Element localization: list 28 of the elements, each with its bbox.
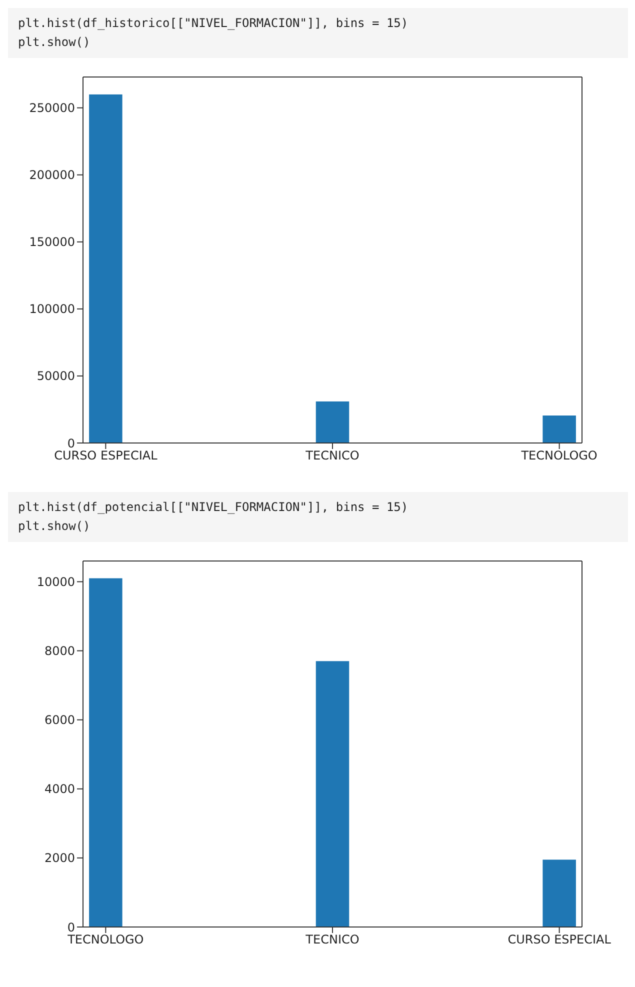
x-tick-label: TECNICO — [304, 932, 360, 947]
x-tick-label: TECNICO — [304, 448, 360, 463]
y-tick-label: 4000 — [44, 782, 75, 796]
bar — [542, 860, 576, 927]
y-tick-label: 50000 — [36, 369, 75, 384]
y-tick-label: 0 — [67, 920, 75, 934]
y-tick-label: 6000 — [44, 713, 75, 728]
text: plt.show() — [18, 34, 92, 51]
y-tick-label: 150000 — [29, 235, 75, 250]
bar — [316, 661, 350, 927]
y-tick-label: 100000 — [29, 302, 75, 316]
x-tick-label: CURSO ESPECIAL — [54, 448, 158, 463]
x-tick-label: TECNOLOGO — [66, 932, 144, 947]
bar — [89, 578, 122, 927]
y-tick-label: 10000 — [36, 574, 75, 589]
bar — [316, 401, 350, 443]
y-tick-label: 0 — [67, 436, 75, 450]
x-tick-label: CURSO ESPECIAL — [508, 932, 612, 947]
y-tick-label: 200000 — [29, 168, 75, 182]
bar — [542, 416, 576, 443]
text: plt.hist(df_potencial[["NIVEL_FORMACION"]], bins = 15) — [18, 499, 410, 516]
text: plt.show() — [18, 518, 92, 535]
y-tick-label: 8000 — [44, 644, 75, 658]
y-tick-label: 2000 — [44, 851, 75, 866]
text: plt.hist(df_historico[["NIVEL_FORMACION"]], bins = 15) — [18, 15, 410, 32]
y-tick-label: 250000 — [29, 101, 75, 116]
bar — [89, 94, 122, 443]
x-tick-label: TECNOLOGO — [520, 448, 598, 463]
